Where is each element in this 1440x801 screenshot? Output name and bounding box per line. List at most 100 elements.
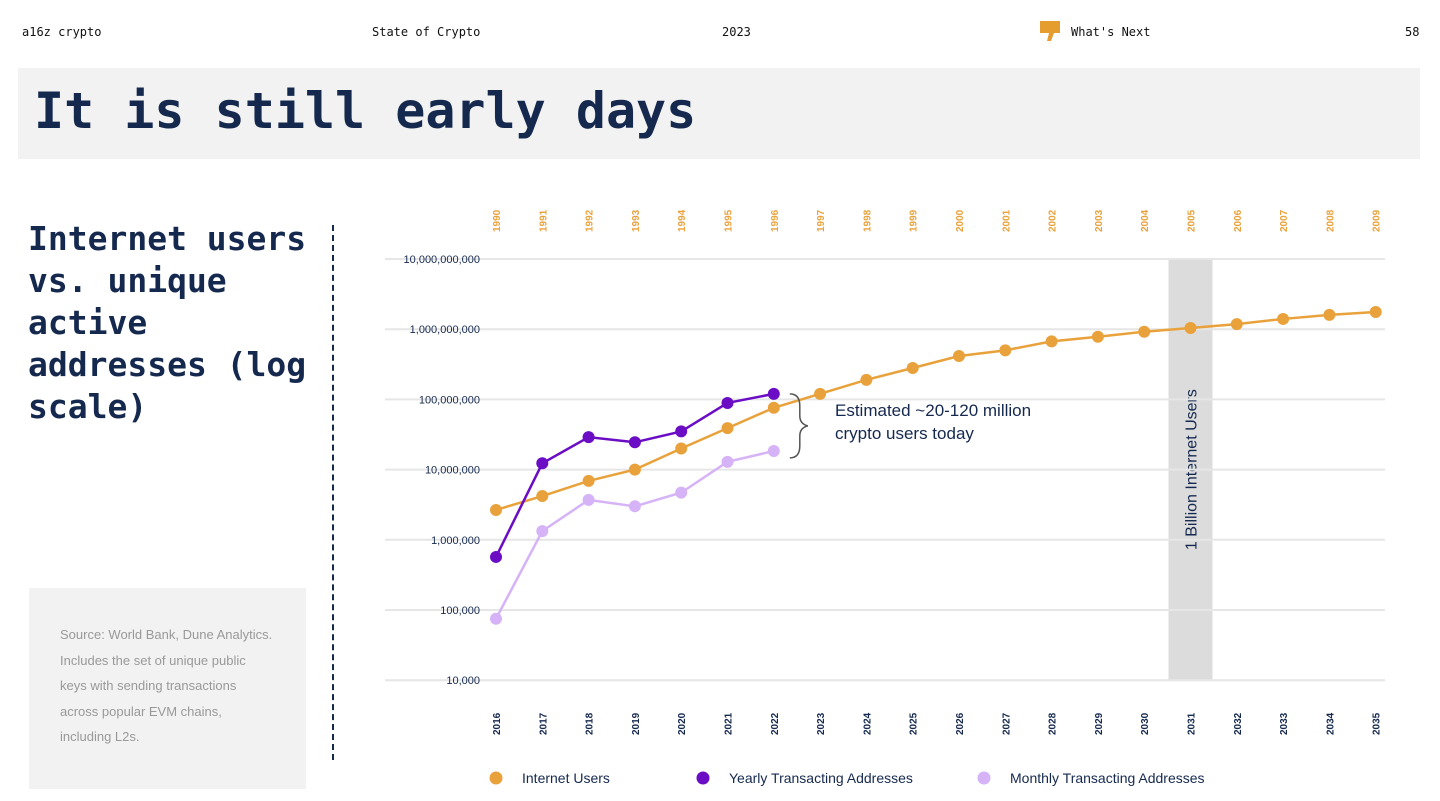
monthly-transacting-addresses-point bbox=[536, 525, 549, 538]
x-tick-label: 2023 bbox=[816, 712, 827, 735]
brand-label: a16z crypto bbox=[22, 25, 102, 39]
page-title: It is still early days bbox=[34, 82, 697, 140]
internet-users-point bbox=[1045, 335, 1058, 348]
yearly-transacting-addresses-point bbox=[536, 457, 549, 470]
x-tick-label: 2016 bbox=[492, 712, 503, 735]
internet-users-point bbox=[675, 442, 688, 455]
monthly-transacting-addresses-point bbox=[628, 500, 641, 513]
x-tick-label: 2028 bbox=[1048, 712, 1059, 735]
internet-users-point bbox=[860, 373, 873, 386]
y-tick-label: 10,000,000 bbox=[425, 465, 480, 477]
annotation-brace bbox=[789, 393, 809, 459]
x-tick-label: 2033 bbox=[1279, 712, 1290, 735]
internet-users-point bbox=[999, 344, 1012, 357]
x-top-tick-label: 2003 bbox=[1094, 209, 1105, 232]
yearly-transacting-addresses-point bbox=[767, 387, 780, 400]
x-tick-label: 2026 bbox=[955, 712, 966, 735]
x-tick-label: 2027 bbox=[1001, 712, 1012, 735]
monthly-transacting-addresses-point bbox=[767, 445, 780, 458]
chart-subtitle: Internet users vs. unique active address… bbox=[28, 219, 307, 426]
y-tick-label: 1,000,000,000 bbox=[410, 324, 480, 336]
y-tick-label: 10,000 bbox=[446, 675, 480, 687]
x-top-tick-label: 1995 bbox=[724, 209, 735, 232]
x-tick-label: 2017 bbox=[538, 712, 549, 735]
yearly-transacting-addresses-point bbox=[721, 396, 734, 409]
x-top-tick-label: 1992 bbox=[585, 209, 596, 232]
internet-users-line bbox=[495, 310, 1376, 512]
legend-label: Yearly Transacting Addresses bbox=[729, 770, 913, 786]
annotation-text: crypto users today bbox=[835, 424, 974, 443]
internet-users-point bbox=[490, 503, 502, 516]
x-top-tick-label: 2009 bbox=[1372, 209, 1383, 232]
internet-users-point bbox=[1369, 305, 1382, 318]
y-tick-label: 100,000,000 bbox=[419, 394, 480, 406]
x-top-tick-label: 1997 bbox=[816, 209, 827, 232]
internet-users-point bbox=[1091, 330, 1104, 343]
internet-users-point bbox=[1323, 308, 1336, 321]
internet-users-point bbox=[536, 490, 549, 503]
source-text: Source: World Bank, Dune Analytics. Incl… bbox=[60, 627, 273, 744]
divider bbox=[332, 225, 334, 760]
x-top-tick-label: 2004 bbox=[1140, 209, 1151, 232]
internet-users-point bbox=[1230, 318, 1243, 331]
page-number: 58 bbox=[1405, 25, 1420, 39]
year-label: 2023 bbox=[722, 25, 751, 39]
annotation-text: Estimated ~20-120 million bbox=[835, 401, 1031, 420]
x-top-tick-label: 1991 bbox=[538, 209, 549, 232]
x-top-tick-label: 1996 bbox=[770, 209, 781, 232]
x-tick-label: 2030 bbox=[1140, 712, 1151, 735]
internet-users-point bbox=[906, 362, 919, 375]
yearly-transacting-addresses-point bbox=[675, 425, 688, 438]
x-tick-label: 2021 bbox=[724, 712, 735, 735]
internet-users-point bbox=[721, 422, 734, 435]
report-label: State of Crypto bbox=[372, 25, 481, 39]
x-tick-label: 2025 bbox=[909, 712, 920, 735]
x-tick-label: 2019 bbox=[631, 712, 642, 735]
x-tick-label: 2034 bbox=[1325, 712, 1336, 735]
internet-users-point bbox=[1184, 322, 1197, 335]
x-top-tick-label: 1993 bbox=[631, 209, 642, 232]
monthly-transacting-addresses-point bbox=[721, 455, 734, 468]
y-tick-label: 1,000,000 bbox=[431, 535, 480, 547]
x-tick-label: 2032 bbox=[1233, 712, 1244, 735]
internet-users-point bbox=[814, 387, 827, 400]
x-top-tick-label: 2005 bbox=[1187, 209, 1198, 232]
x-top-tick-label: 1990 bbox=[492, 209, 503, 232]
x-top-tick-label: 1998 bbox=[862, 209, 873, 232]
monthly-transacting-addresses-point bbox=[675, 486, 688, 499]
internet-users-point bbox=[582, 474, 595, 487]
y-tick-label: 10,000,000,000 bbox=[404, 254, 480, 266]
yearly-transacting-addresses-point bbox=[582, 431, 595, 444]
legend-marker bbox=[977, 771, 991, 785]
yearly-transacting-addresses-point bbox=[490, 550, 502, 563]
x-tick-label: 2022 bbox=[770, 712, 781, 735]
internet-users-point bbox=[953, 350, 965, 363]
title-bar: It is still early days bbox=[18, 68, 1420, 159]
y-tick-label: 100,000 bbox=[440, 605, 480, 617]
legend-marker bbox=[696, 771, 710, 785]
monthly-transacting-addresses-point bbox=[582, 493, 595, 506]
x-top-tick-label: 2002 bbox=[1048, 209, 1059, 232]
internet-users-point bbox=[767, 401, 780, 414]
legend-label: Internet Users bbox=[522, 770, 610, 786]
internet-users-point bbox=[1277, 312, 1290, 325]
legend-marker bbox=[489, 771, 503, 785]
x-tick-label: 2020 bbox=[677, 712, 688, 735]
x-top-tick-label: 2001 bbox=[1001, 209, 1012, 232]
section-label: What's Next bbox=[1071, 25, 1151, 39]
x-tick-label: 2029 bbox=[1094, 712, 1105, 735]
x-top-tick-label: 1999 bbox=[909, 209, 920, 232]
x-tick-label: 2018 bbox=[585, 712, 596, 735]
x-top-tick-label: 2008 bbox=[1325, 209, 1336, 232]
internet-users-point bbox=[1138, 325, 1151, 338]
x-top-tick-label: 1994 bbox=[677, 209, 688, 232]
monthly-transacting-addresses-point bbox=[490, 612, 502, 625]
yearly-transacting-addresses-point bbox=[628, 436, 641, 449]
internet-users-point bbox=[628, 463, 641, 476]
legend-label: Monthly Transacting Addresses bbox=[1010, 770, 1205, 786]
x-top-tick-label: 2006 bbox=[1233, 209, 1244, 232]
source-box: Source: World Bank, Dune Analytics. Incl… bbox=[29, 588, 306, 789]
x-top-tick-label: 2000 bbox=[955, 209, 966, 232]
x-top-tick-label: 2007 bbox=[1279, 209, 1290, 232]
